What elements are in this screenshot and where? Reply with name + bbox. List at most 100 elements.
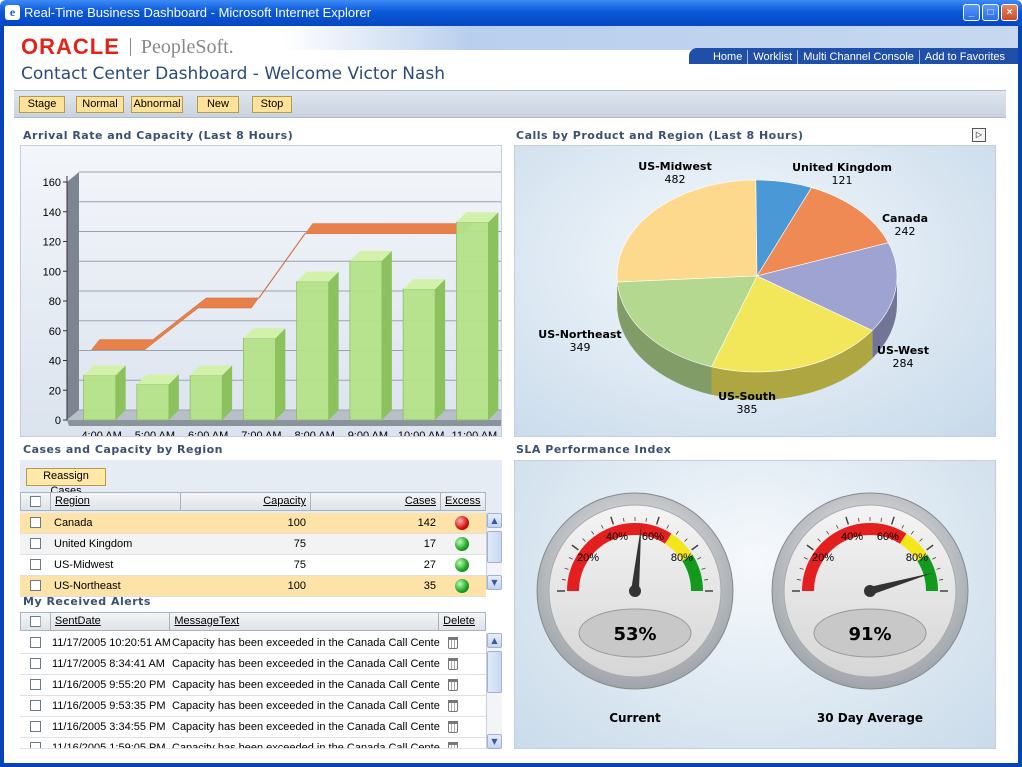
gauge-tick-label: 20% xyxy=(577,552,599,564)
gauge-tick xyxy=(939,579,944,581)
x-tick-label: 4:00 AM xyxy=(81,430,121,437)
row-checkbox[interactable] xyxy=(20,717,50,737)
close-button[interactable]: × xyxy=(1001,4,1018,21)
row-checkbox[interactable] xyxy=(20,555,50,575)
table-row[interactable]: 11/16/2005 3:34:55 PM Capacity has been e… xyxy=(20,717,486,738)
scroll-down-icon[interactable]: ▼ xyxy=(487,575,502,590)
table-row[interactable]: 11/17/2005 8:34:41 AM Capacity has been e… xyxy=(20,654,486,675)
row-checkbox[interactable] xyxy=(20,576,50,596)
col-capacity[interactable]: Capacity xyxy=(181,493,311,510)
col-cases[interactable]: Cases xyxy=(311,493,441,510)
col-excess[interactable]: Excess xyxy=(445,495,481,507)
abnormal-button[interactable]: Abnormal xyxy=(131,96,183,113)
cell-capacity: 100 xyxy=(287,517,306,529)
y-tick-label: 60 xyxy=(49,326,61,338)
new-button[interactable]: New xyxy=(197,96,239,113)
page-header: ORACLE PeopleSoft. Contact Center Dashbo… xyxy=(4,26,1018,88)
table-row[interactable]: US-Midwest 75 27 xyxy=(20,555,486,576)
nav-worklist-link[interactable]: Worklist xyxy=(748,50,799,64)
table-row[interactable]: United Kingdom 75 17 xyxy=(20,534,486,555)
row-checkbox[interactable] xyxy=(20,654,50,674)
bar-side xyxy=(488,212,499,420)
excess-status-icon xyxy=(440,534,484,554)
nav-home-link[interactable]: Home xyxy=(708,50,749,64)
trash-icon[interactable] xyxy=(440,654,486,674)
nav-add-to-favorites-link[interactable]: Add to Favorites xyxy=(924,51,1005,63)
bar-side xyxy=(115,365,126,420)
bar-side xyxy=(275,328,286,420)
trash-icon[interactable] xyxy=(440,633,486,653)
nav-multi-channel-console-link[interactable]: Multi Channel Console xyxy=(798,50,920,64)
scroll-thumb[interactable] xyxy=(487,531,502,563)
trash-icon[interactable] xyxy=(440,696,486,716)
trash-icon[interactable] xyxy=(440,717,486,737)
gauge-tick xyxy=(919,538,923,542)
gauge-label: 30 Day Average xyxy=(817,711,923,725)
stage-button[interactable]: Stage xyxy=(19,96,65,113)
x-tick-label: 9:00 AM xyxy=(348,430,388,437)
table-row[interactable]: 11/16/2005 9:55:20 PM Capacity has been e… xyxy=(20,675,486,696)
cell-capacity: 75 xyxy=(293,538,306,550)
table-row[interactable]: 11/16/2005 1:59:05 PM Capacity has been e… xyxy=(20,738,486,749)
bar-front xyxy=(296,281,330,421)
table-row[interactable]: US-Northeast 100 35 xyxy=(20,576,486,597)
alerts-header: SentDate MessageText Delete xyxy=(20,612,486,631)
scroll-thumb[interactable] xyxy=(487,651,502,693)
cell-region: US-Northeast xyxy=(54,580,121,592)
row-checkbox[interactable] xyxy=(20,696,50,716)
gauge-tick xyxy=(697,557,702,560)
bar-top xyxy=(83,365,126,376)
bar-top xyxy=(243,328,286,339)
alerts-select-all[interactable] xyxy=(21,613,51,630)
stop-button[interactable]: Stop xyxy=(252,96,292,113)
pie-value-label: 482 xyxy=(665,173,686,186)
sla-title: SLA Performance Index xyxy=(516,443,672,456)
scroll-up-icon[interactable]: ▲ xyxy=(487,513,502,528)
cases-select-all[interactable] xyxy=(21,493,51,510)
table-row[interactable]: 11/17/2005 10:20:51 AM Capacity has been … xyxy=(20,633,486,654)
bar-top xyxy=(190,365,233,376)
table-row[interactable]: 11/16/2005 9:53:35 PM Capacity has been e… xyxy=(20,696,486,717)
minimize-button[interactable]: _ xyxy=(963,4,980,21)
col-delete[interactable]: Delete xyxy=(443,615,475,627)
scroll-down-icon[interactable]: ▼ xyxy=(487,734,502,749)
cases-scrollbar[interactable]: ▲ ▼ xyxy=(486,513,502,590)
gauge-tick xyxy=(910,530,914,535)
maximize-button[interactable]: □ xyxy=(982,4,999,21)
alerts-scrollbar[interactable]: ▲ ▼ xyxy=(486,633,502,749)
cell-messagetext: Capacity has been exceeded in the Canada… xyxy=(172,700,440,712)
gauge-needle xyxy=(868,572,934,595)
gauge-needle-hub xyxy=(864,585,876,597)
row-checkbox[interactable] xyxy=(20,534,50,554)
col-region[interactable]: Region xyxy=(51,493,181,510)
trash-icon[interactable] xyxy=(440,738,486,748)
pie-label: US-Midwest xyxy=(638,160,711,173)
expand-icon[interactable]: ▷ xyxy=(972,128,986,142)
bar-side xyxy=(381,250,392,420)
excess-status-icon xyxy=(440,513,484,533)
normal-button[interactable]: Normal xyxy=(76,96,124,113)
bar-front xyxy=(349,260,383,421)
calls-by-region-chart: US-Midwest 482 United Kingdom 121 Canada 242 U… xyxy=(514,145,996,437)
gauge-tick xyxy=(623,517,625,522)
y-tick-label: 20 xyxy=(49,385,61,397)
col-sentdate[interactable]: SentDate xyxy=(51,613,171,630)
gauge-tick xyxy=(684,538,688,542)
x-tick-label: 7:00 AM xyxy=(241,430,281,437)
gauge-value-text: 53% xyxy=(613,624,656,645)
cell-cases: 35 xyxy=(423,580,436,592)
row-checkbox[interactable] xyxy=(20,513,50,533)
row-checkbox[interactable] xyxy=(20,738,50,748)
col-messagetext[interactable]: MessageText xyxy=(170,613,440,630)
trash-icon[interactable] xyxy=(440,675,486,695)
row-checkbox[interactable] xyxy=(20,633,50,653)
scroll-up-icon[interactable]: ▲ xyxy=(487,633,502,648)
row-checkbox[interactable] xyxy=(20,675,50,695)
table-row[interactable]: Canada 100 142 xyxy=(20,513,486,534)
reassign-cases-button[interactable]: Reassign Cases xyxy=(26,468,106,497)
sla-gauges-svg: 20% 40% 60% 80% 53% Current 20% 40% 60% 80% 91% 30 … xyxy=(536,492,969,725)
y-tick-label: 100 xyxy=(43,266,61,278)
x-tick-label: 8:00 AM xyxy=(294,430,334,437)
window-title: Real-Time Business Dashboard - Microsoft… xyxy=(24,5,372,20)
top-nav: Home Worklist Multi Channel Console Add … xyxy=(708,50,1010,64)
